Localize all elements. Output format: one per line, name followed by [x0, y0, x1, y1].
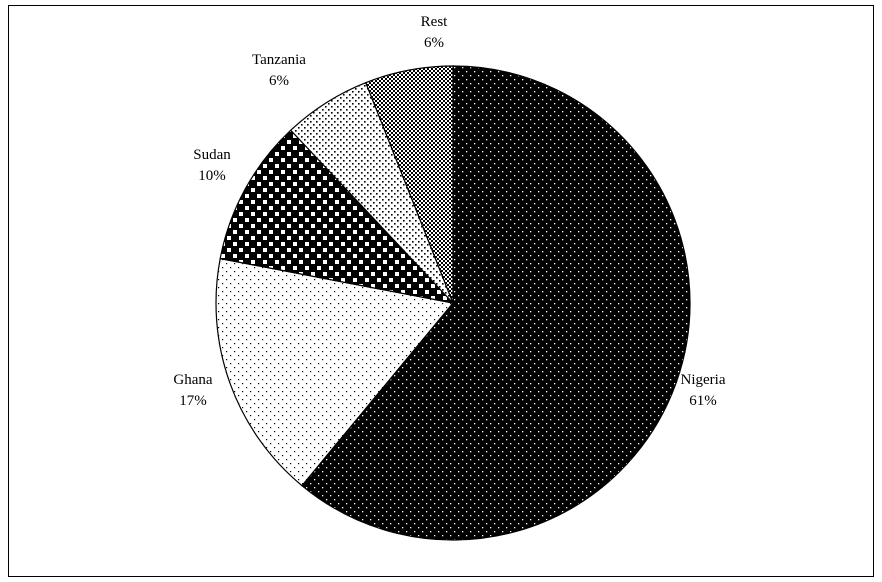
- slice-percent-label: 6%: [424, 35, 444, 51]
- slice-percent-label: 6%: [269, 73, 289, 89]
- slice-name-label: Tanzania: [252, 52, 306, 68]
- pie-slices: [215, 65, 691, 541]
- slice-percent-label: 17%: [179, 393, 207, 409]
- chart-frame: Nigeria 61% Ghana 17% Sudan 10% Tanzania 6% Rest…: [8, 5, 874, 577]
- slice-name-label: Nigeria: [681, 372, 726, 388]
- pie-slice-rest: [364, 65, 454, 304]
- slice-percent-label: 10%: [198, 168, 226, 184]
- slice-name-label: Ghana: [173, 372, 212, 388]
- slice-name-label: Rest: [421, 14, 449, 30]
- slice-name-label: Sudan: [193, 147, 231, 163]
- pie-chart: Nigeria 61% Ghana 17% Sudan 10% Tanzania 6% Rest…: [173, 14, 726, 541]
- pie-slice-sudan: [219, 129, 455, 304]
- pie-slice-nigeria: [301, 65, 691, 541]
- pie-labels: Nigeria 61% Ghana 17% Sudan 10% Tanzania 6% Rest…: [173, 14, 725, 409]
- pie-slice-ghana: [215, 257, 455, 487]
- slice-percent-label: 61%: [689, 393, 717, 409]
